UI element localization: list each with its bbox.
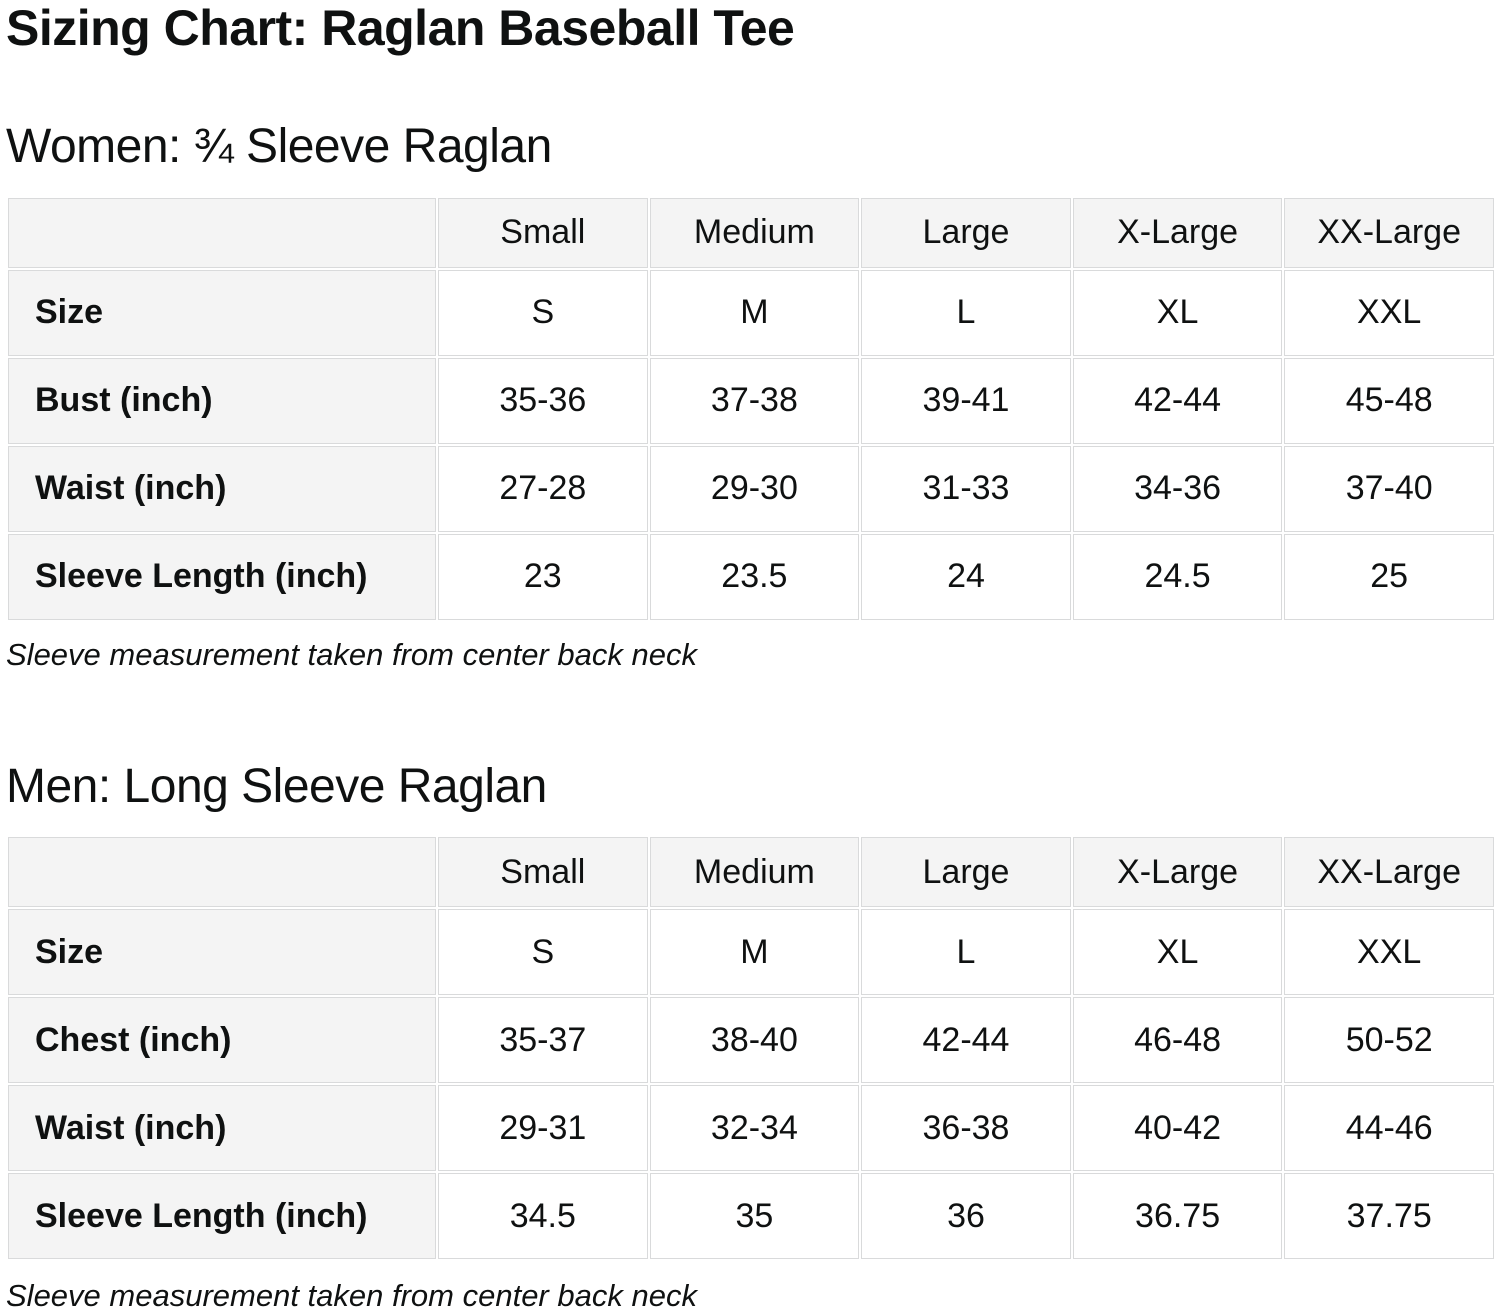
size-column-header: X-Large bbox=[1072, 837, 1283, 908]
size-column-header: XX-Large bbox=[1284, 837, 1494, 908]
measurement-cell: 36.75 bbox=[1072, 1173, 1283, 1260]
measurement-cell: 42-44 bbox=[861, 997, 1071, 1084]
measurement-row: Waist (inch) 27-28 29-30 31-33 34-36 37-40 bbox=[8, 445, 1494, 532]
row-label: Size bbox=[8, 909, 436, 996]
size-column-header: Medium bbox=[649, 837, 860, 908]
measurement-cell: XL bbox=[1072, 269, 1283, 356]
measurement-row: Bust (inch) 35-36 37-38 39-41 42-44 45-48 bbox=[8, 357, 1494, 444]
measurement-cell: S bbox=[438, 909, 648, 996]
measurement-row: Sleeve Length (inch) 23 23.5 24 24.5 25 bbox=[8, 533, 1494, 620]
size-column-header: XX-Large bbox=[1284, 197, 1494, 268]
measurement-cell: 29-30 bbox=[649, 445, 860, 532]
row-label: Waist (inch) bbox=[8, 445, 436, 532]
measurement-cell: 35 bbox=[649, 1173, 860, 1260]
measurement-cell: 40-42 bbox=[1072, 1085, 1283, 1172]
row-label: Sleeve Length (inch) bbox=[8, 533, 436, 620]
measurement-cell: XXL bbox=[1284, 909, 1494, 996]
size-column-header: Medium bbox=[649, 197, 860, 268]
men-sizing-table: Small Medium Large X-Large XX-Large Size S M L XL… bbox=[6, 835, 1496, 1261]
measurement-cell: L bbox=[861, 909, 1071, 996]
section-women: Women: ¾ Sleeve Raglan Small Medium Large X… bbox=[6, 120, 1496, 675]
size-header-row: Small Medium Large X-Large XX-Large bbox=[8, 197, 1494, 268]
measurement-cell: 32-34 bbox=[649, 1085, 860, 1172]
measurement-cell: 35-37 bbox=[438, 997, 648, 1084]
measurement-cell: L bbox=[861, 269, 1071, 356]
section-heading-women: Women: ¾ Sleeve Raglan bbox=[6, 120, 552, 173]
sleeve-note-women: Sleeve measurement taken from center bac… bbox=[6, 636, 697, 672]
corner-cell bbox=[8, 837, 436, 908]
size-column-header: Small bbox=[438, 837, 648, 908]
row-label: Waist (inch) bbox=[8, 1085, 436, 1172]
measurement-row: Size S M L XL XXL bbox=[8, 269, 1494, 356]
measurement-cell: 25 bbox=[1284, 533, 1494, 620]
row-label: Size bbox=[8, 269, 436, 356]
measurement-cell: M bbox=[649, 909, 860, 996]
section-heading-men: Men: Long Sleeve Raglan bbox=[6, 759, 547, 813]
measurement-cell: 29-31 bbox=[438, 1085, 648, 1172]
sleeve-note-men: Sleeve measurement taken from center bac… bbox=[6, 1278, 697, 1314]
measurement-cell: M bbox=[649, 269, 860, 356]
measurement-cell: 36-38 bbox=[861, 1085, 1071, 1172]
measurement-cell: 24 bbox=[861, 533, 1071, 620]
size-column-header: Large bbox=[861, 837, 1071, 908]
measurement-cell: 42-44 bbox=[1072, 357, 1283, 444]
measurement-cell: 34.5 bbox=[438, 1173, 648, 1260]
measurement-cell: 31-33 bbox=[861, 445, 1071, 532]
measurement-cell: 34-36 bbox=[1072, 445, 1283, 532]
row-label: Bust (inch) bbox=[8, 357, 436, 444]
size-header-row: Small Medium Large X-Large XX-Large bbox=[8, 837, 1494, 908]
measurement-cell: 23.5 bbox=[649, 533, 860, 620]
measurement-cell: 23 bbox=[438, 533, 648, 620]
measurement-cell: 27-28 bbox=[438, 445, 648, 532]
women-sizing-table: Small Medium Large X-Large XX-Large Size S M L XL… bbox=[6, 196, 1496, 622]
measurement-cell: S bbox=[438, 269, 648, 356]
measurement-row: Sleeve Length (inch) 34.5 35 36 36.75 37.75 bbox=[8, 1173, 1494, 1260]
measurement-row: Size S M L XL XXL bbox=[8, 909, 1494, 996]
measurement-row: Chest (inch) 35-37 38-40 42-44 46-48 50-52 bbox=[8, 997, 1494, 1084]
measurement-cell: 44-46 bbox=[1284, 1085, 1494, 1172]
measurement-cell: 24.5 bbox=[1072, 533, 1283, 620]
size-column-header: Large bbox=[861, 197, 1071, 268]
corner-cell bbox=[8, 197, 436, 268]
measurement-cell: 39-41 bbox=[861, 357, 1071, 444]
measurement-cell: XL bbox=[1072, 909, 1283, 996]
measurement-row: Waist (inch) 29-31 32-34 36-38 40-42 44-46 bbox=[8, 1085, 1494, 1172]
row-label: Chest (inch) bbox=[8, 997, 436, 1084]
measurement-cell: 38-40 bbox=[649, 997, 860, 1084]
measurement-cell: 37-38 bbox=[649, 357, 860, 444]
size-column-header: X-Large bbox=[1072, 197, 1283, 268]
measurement-cell: 36 bbox=[861, 1173, 1071, 1260]
page-title: Sizing Chart: Raglan Baseball Tee bbox=[6, 0, 795, 56]
measurement-cell: 50-52 bbox=[1284, 997, 1494, 1084]
measurement-cell: XXL bbox=[1284, 269, 1494, 356]
measurement-cell: 35-36 bbox=[438, 357, 648, 444]
measurement-cell: 37.75 bbox=[1284, 1173, 1494, 1260]
measurement-cell: 46-48 bbox=[1072, 997, 1283, 1084]
row-label: Sleeve Length (inch) bbox=[8, 1173, 436, 1260]
size-column-header: Small bbox=[438, 197, 648, 268]
section-men: Men: Long Sleeve Raglan Small Medium Large… bbox=[6, 759, 1496, 1316]
measurement-cell: 37-40 bbox=[1284, 445, 1494, 532]
measurement-cell: 45-48 bbox=[1284, 357, 1494, 444]
